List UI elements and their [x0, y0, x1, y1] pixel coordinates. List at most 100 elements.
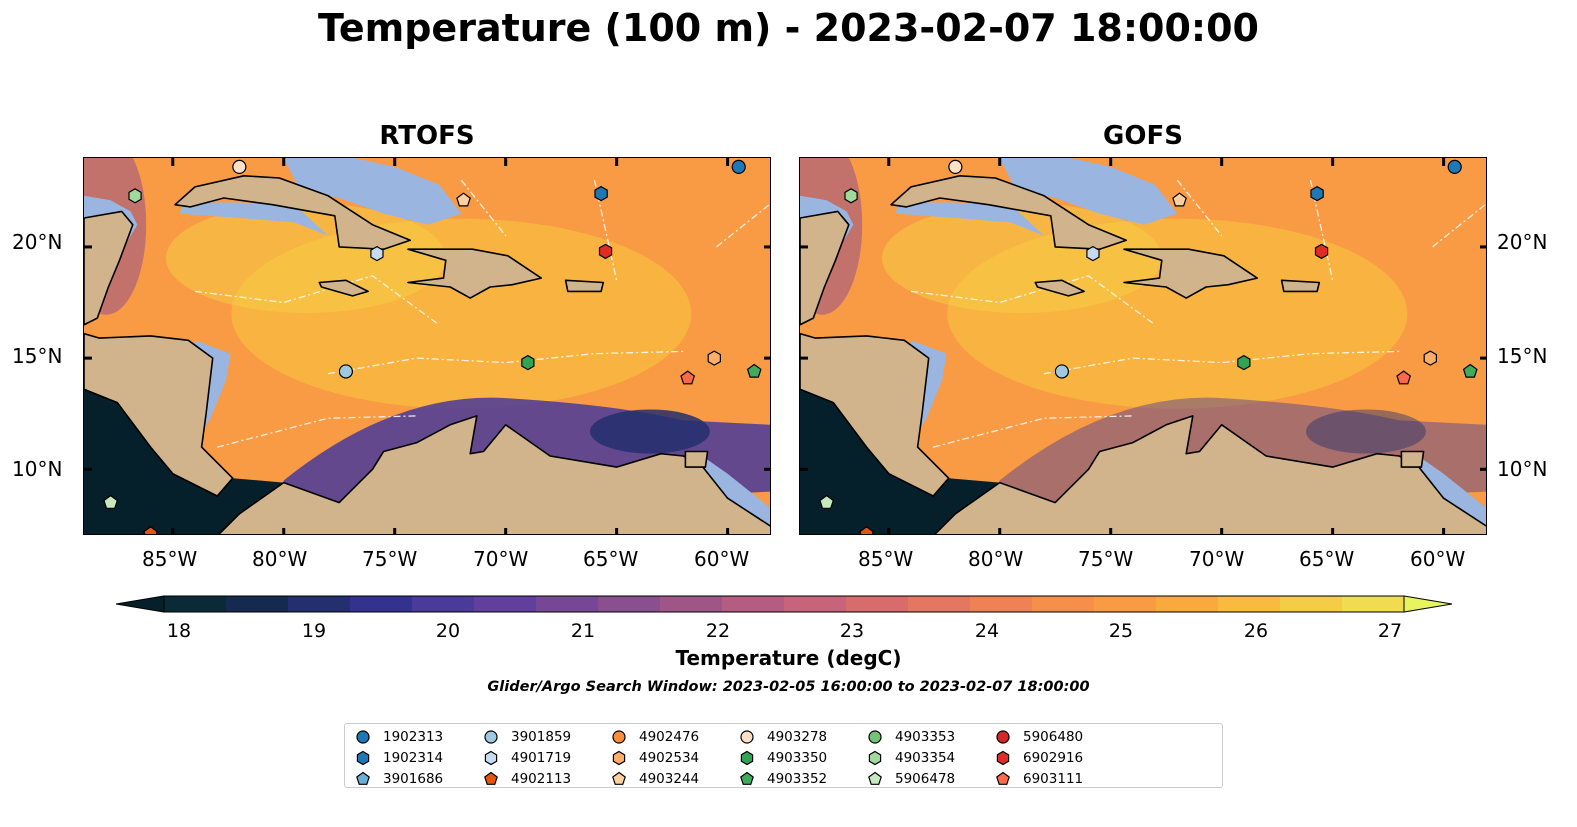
- map1-land-puertoRico: [1280, 279, 1321, 293]
- colorbar-segment: [1280, 596, 1343, 612]
- map1-float-1902314: [1310, 185, 1324, 202]
- colorbar-extend-low: [116, 595, 165, 613]
- lat-tick-left-10n: 10°N: [12, 457, 63, 481]
- legend-marker-pentagon-icon: [868, 771, 882, 785]
- legend-marker-shape: [484, 750, 498, 766]
- colorbar-segment: [598, 596, 661, 612]
- map1-eez-line: [1432, 203, 1486, 248]
- colorbar-tick-27: 27: [1377, 620, 1403, 642]
- lon-tick-gofs-80w: 80°W: [968, 547, 1024, 571]
- colorbar-tick-26: 26: [1243, 620, 1269, 642]
- map-gofs[interactable]: [799, 157, 1487, 535]
- lon-tick-rtofs-85w: 85°W: [142, 547, 198, 571]
- temperature-colorbar: [116, 595, 1452, 613]
- legend-marker-shape: [740, 730, 754, 744]
- figure-title: Temperature (100 m) - 2023-02-07 18:00:0…: [317, 6, 1259, 50]
- colorbar-segment: [474, 596, 537, 612]
- map0-land-centralAmerica: [84, 332, 234, 497]
- legend-marker-hexagon-icon: [356, 750, 370, 766]
- legend-item-4903354: 4903354: [867, 748, 955, 768]
- colorbar-tick-24: 24: [974, 620, 1000, 642]
- legend-marker-circle-icon: [740, 730, 754, 744]
- legend-label: 5906480: [1023, 729, 1084, 745]
- colorbar-segment: [722, 596, 785, 612]
- legend-marker-circle-icon: [996, 730, 1010, 744]
- map0-float-4903244: [456, 192, 471, 207]
- map0-land-jamaica: [318, 279, 369, 297]
- map0-land-puertoRico: [564, 279, 605, 293]
- map1-float-4903244: [1172, 192, 1187, 207]
- map0-land-cuba: [174, 174, 412, 250]
- lat-tick-right-10n: 10°N: [1497, 457, 1548, 481]
- legend-label: 4903353: [895, 729, 956, 745]
- map1-float-4903354: [844, 188, 858, 204]
- map1-shelf-cubaSouth: [895, 202, 1045, 236]
- map0-float-6903111: [680, 370, 696, 385]
- map0-float-4902534: [707, 350, 722, 366]
- map-gofs-canvas: [800, 158, 1486, 534]
- lon-tick-rtofs-75w: 75°W: [362, 547, 418, 571]
- colorbar-segment: [846, 596, 909, 612]
- legend-marker-circle-icon: [484, 730, 498, 744]
- colorbar-segment: [1032, 596, 1095, 612]
- map-rtofs-canvas: [84, 158, 770, 534]
- map0-cool-core: [589, 409, 710, 454]
- colorbar-segment: [1094, 596, 1157, 612]
- map0-land-yucatan: [84, 210, 134, 326]
- legend-label: 4903352: [767, 771, 828, 787]
- legend-marker-hexagon-icon: [868, 750, 882, 766]
- map0-float-3901859: [338, 364, 353, 379]
- map1-float-4903350: [1237, 354, 1251, 371]
- colorbar-segment: [536, 596, 599, 612]
- legend-item-4903350: 4903350: [739, 748, 827, 768]
- legend-marker-circle-icon: [612, 730, 626, 744]
- legend-marker-circle-icon: [868, 730, 882, 744]
- colorbar-label: Temperature (degC): [675, 646, 902, 670]
- map0-shelf-bahamas: [283, 158, 462, 225]
- legend-marker-shape: [612, 730, 626, 744]
- map1-float-4903352: [1462, 363, 1478, 378]
- colorbar-segment: [1156, 596, 1219, 612]
- map1-land-centralAmerica: [800, 332, 950, 497]
- map0-float-6902916: [598, 243, 613, 260]
- legend-item-1902313: 1902313: [355, 727, 443, 747]
- legend-marker-shape: [996, 771, 1010, 785]
- map1-land-hispaniola: [1123, 248, 1259, 299]
- lat-tick-right-20n: 20°N: [1497, 230, 1548, 254]
- legend-label: 4903350: [767, 750, 828, 766]
- map0-land-trinidad: [684, 450, 709, 468]
- legend-label: 4903244: [639, 771, 700, 787]
- legend-label: 5906478: [895, 771, 956, 787]
- map0-land-hispaniola: [407, 248, 543, 299]
- map0-float-4903354: [128, 188, 142, 204]
- lon-tick-gofs-60w: 60°W: [1410, 547, 1466, 571]
- legend-item-3901686: 3901686: [355, 769, 443, 789]
- map0-float-1902313: [731, 159, 746, 174]
- map0-eez-line: [460, 179, 507, 237]
- map0-eez-line: [716, 203, 770, 248]
- lon-tick-rtofs-80w: 80°W: [252, 547, 308, 571]
- colorbar-tick-19: 19: [301, 620, 327, 642]
- legend-marker-hexagon-icon: [996, 750, 1010, 766]
- map0-shelf-cubaSouth: [179, 202, 329, 236]
- colorbar-tick-20: 20: [435, 620, 461, 642]
- map1-cool-core: [1305, 409, 1426, 454]
- legend-marker-pentagon-icon: [996, 771, 1010, 785]
- float-legend: 1902313 1902314 3901686 3901859 4901719 49021…: [344, 723, 1223, 788]
- map0-land-southAmerica: [218, 415, 770, 534]
- legend-label: 4902476: [639, 729, 700, 745]
- map0-float-4901719: [370, 245, 384, 262]
- legend-label: 1902313: [383, 729, 444, 745]
- map0-eez-line: [327, 350, 684, 375]
- legend-marker-shape: [612, 771, 626, 785]
- lon-tick-gofs-65w: 65°W: [1299, 547, 1355, 571]
- legend-marker-shape: [484, 771, 498, 785]
- colorbar-segment: [164, 596, 227, 612]
- legend-item-4903278: 4903278: [739, 727, 827, 747]
- legend-marker-shape: [740, 750, 754, 766]
- map-rtofs[interactable]: [83, 157, 771, 535]
- legend-item-6903111: 6903111: [995, 769, 1083, 789]
- legend-label: 3901686: [383, 771, 444, 787]
- lon-tick-gofs-70w: 70°W: [1189, 547, 1245, 571]
- lon-tick-rtofs-60w: 60°W: [694, 547, 750, 571]
